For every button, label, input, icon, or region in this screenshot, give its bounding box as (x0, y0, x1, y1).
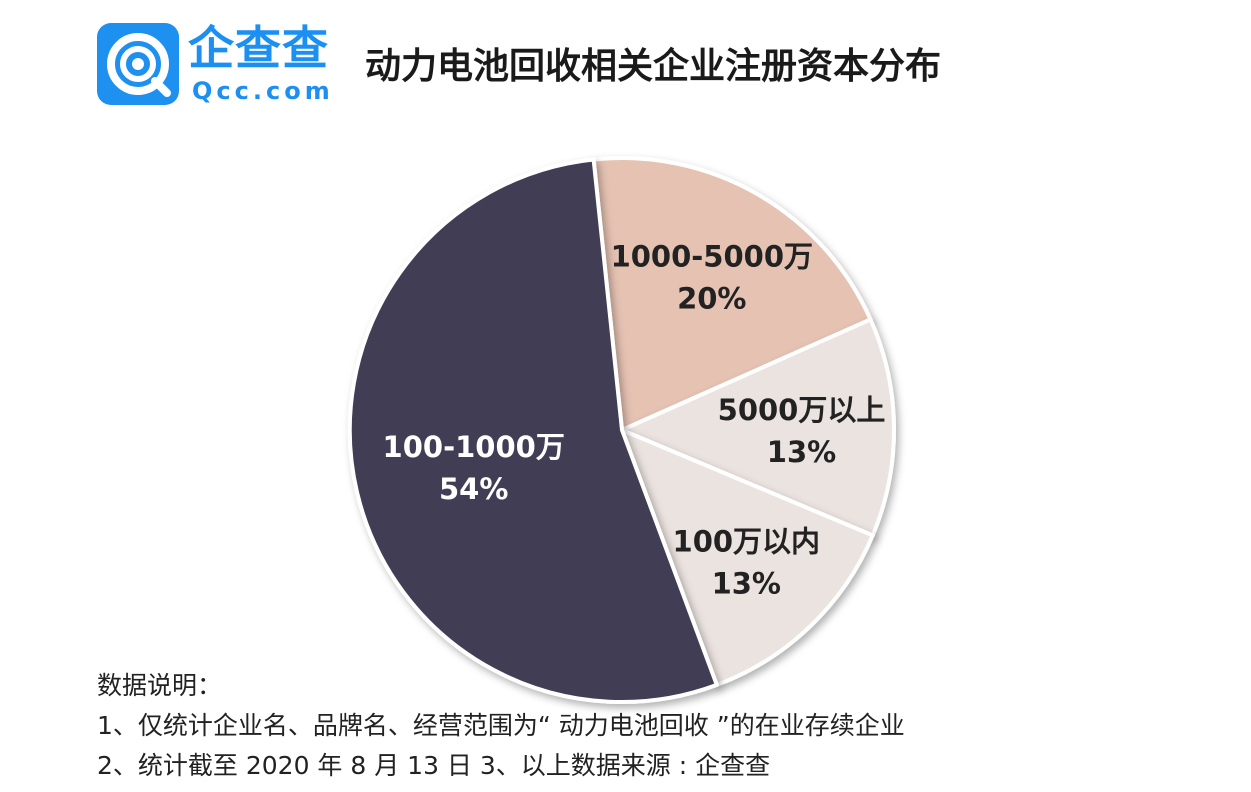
brand-name-cn: 企查查 (188, 21, 329, 75)
slice-value-label: 13% (767, 435, 836, 469)
slice-value-label: 13% (712, 567, 781, 601)
notes-line-1: 1、仅统计企业名、品牌名、经营范围为“ 动力电池回收 ”的在业存续企业 (97, 711, 905, 740)
slice-value-label: 54% (439, 472, 508, 506)
slice-label: 100万以内 (673, 525, 821, 559)
pie-slice (620, 428, 875, 687)
qcc-logo-icon (97, 23, 179, 105)
pie-slice (347, 157, 719, 705)
data-notes: 数据说明： 1、仅统计企业名、品牌名、经营范围为“ 动力电池回收 ”的在业存续企… (97, 666, 905, 786)
slice-value-label: 20% (677, 282, 746, 316)
notes-heading: 数据说明： (97, 671, 223, 700)
slice-label: 5000万以上 (718, 393, 886, 427)
chart-title: 动力电池回收相关企业注册资本分布 (365, 46, 942, 87)
slice-label: 1000-5000万 (611, 240, 813, 274)
brand-name-en: Qcc.com (192, 77, 334, 105)
pie-slice (620, 317, 896, 538)
pie-slice (591, 156, 873, 432)
slice-label: 100-1000万 (383, 430, 565, 464)
notes-line-2: 2、统计截至 2020 年 8 月 13 日 3、以上数据来源 : 企查查 (97, 751, 771, 780)
